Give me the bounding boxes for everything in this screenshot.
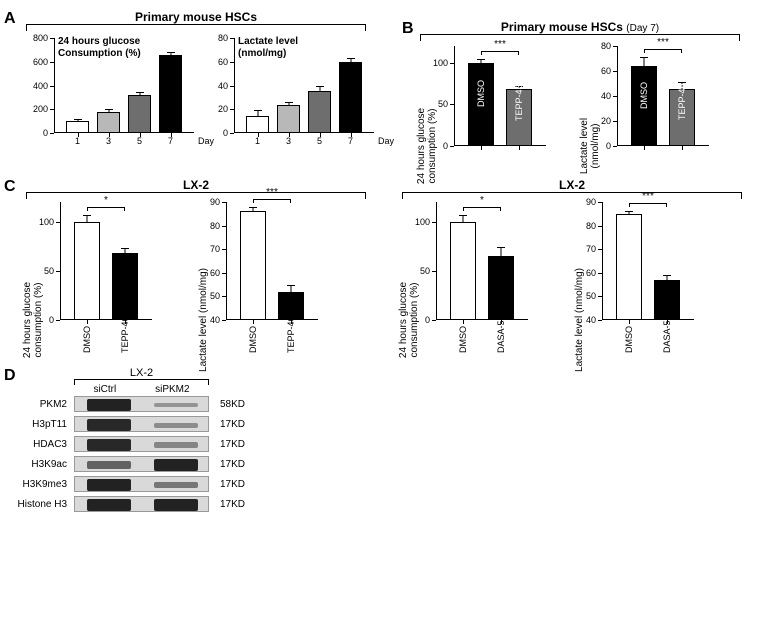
chart-b-lactate: 020406080DMSOTEPP-46***Lactate level(nmo…	[617, 46, 709, 146]
panel-d-label: D	[4, 367, 16, 385]
panel-a-label: A	[4, 10, 16, 28]
panel-c-label: C	[4, 178, 16, 196]
panel-c: C LX-2 LX-2 050100DMSOTEPP-46*24 hours g…	[4, 178, 760, 353]
chart-c4: 405060708090DMSODASA-58***Lactate level …	[602, 202, 694, 320]
chart-a-glucose: 24 hours glucose Consumption (%) 0200400…	[54, 38, 194, 133]
chart-a-lactate: Lactate level (nmol/mg) 0204060801357Day	[234, 38, 374, 133]
panel-a-header: Primary mouse HSCs	[26, 10, 366, 30]
chart-b-glucose: 050100DMSOTEPP-46***24 hours glucosecons…	[454, 46, 546, 146]
panel-b-label: B	[402, 20, 414, 38]
panel-d: D LX-2 siCtrl siPKM2 PKM258KDH3pT1117KDH…	[4, 367, 760, 527]
lane-labels: siCtrl siPKM2	[74, 384, 209, 395]
panel-c-header-right: LX-2	[402, 178, 742, 198]
chart-c2: 405060708090DMSOTEPP-46***Lactate level …	[226, 202, 318, 320]
chart-c3: 050100DMSODASA-58*24 hours glucoseconsum…	[436, 202, 528, 320]
panel-c-header-left: LX-2	[26, 178, 366, 198]
western-blot: LX-2 siCtrl siPKM2 PKM258KDH3pT1117KDHDA…	[74, 367, 209, 515]
panel-b-header: Primary mouse HSCs (Day 7)	[420, 20, 740, 40]
panel-b: B Primary mouse HSCs (Day 7) 050100DMSOT…	[402, 20, 762, 170]
chart-c1: 050100DMSOTEPP-46*24 hours glucoseconsum…	[60, 202, 152, 320]
